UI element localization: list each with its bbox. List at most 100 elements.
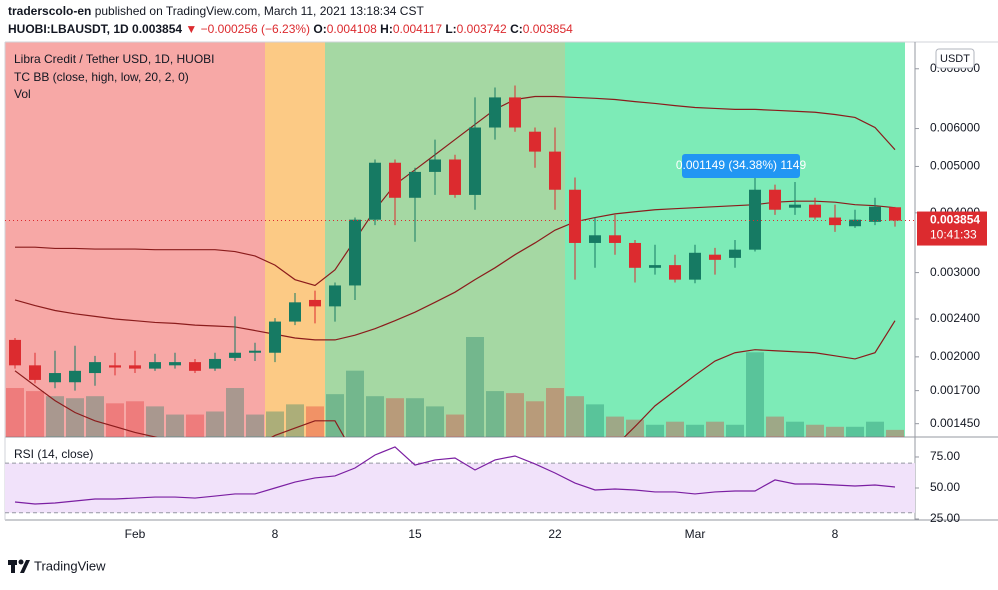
candle-body	[889, 207, 901, 221]
candle-body	[69, 370, 81, 383]
volume-bar	[426, 406, 444, 437]
volume-bar	[666, 421, 684, 437]
volume-bar	[486, 391, 504, 437]
volume-bar	[246, 414, 264, 437]
measure-box	[682, 154, 800, 178]
candle-body	[709, 254, 721, 260]
candle-body	[529, 131, 541, 152]
h-value: 0.004117	[393, 22, 442, 36]
rsi-tick-label: 75.00	[930, 449, 960, 463]
legend-rsi: RSI (14, close)	[14, 447, 93, 461]
volume-bar	[866, 421, 884, 437]
volume-bar	[786, 421, 804, 437]
l-value: 0.003742	[457, 22, 507, 36]
volume-bar	[806, 424, 824, 437]
volume-bar	[586, 404, 604, 437]
published: published on TradingView.com, March 11, …	[95, 4, 425, 18]
y-tick-label: 0.006000	[930, 121, 980, 135]
candle-body	[209, 358, 221, 369]
author: traderscolo-en	[8, 4, 91, 18]
candle-body	[569, 189, 581, 243]
volume-bar	[186, 414, 204, 437]
candle-body	[689, 252, 701, 280]
candle-body	[409, 171, 421, 198]
candle-body	[389, 162, 401, 198]
candle-body	[449, 159, 461, 195]
candle-body	[129, 365, 141, 369]
y-tick-label: 0.003000	[930, 265, 980, 279]
x-tick-label: Feb	[125, 527, 146, 541]
volume-bar	[886, 429, 904, 437]
last-price: 0.003854	[132, 22, 182, 36]
candle-body	[189, 362, 201, 371]
legend-title: Libra Credit / Tether USD, 1D, HUOBI	[14, 52, 215, 66]
y-tick-label: 0.001700	[930, 383, 980, 397]
o-value: 0.004108	[327, 22, 377, 36]
volume-bar	[226, 388, 244, 437]
zone-bearish	[5, 42, 265, 437]
volume-bar	[646, 424, 664, 437]
volume-bar	[726, 424, 744, 437]
candle-body	[629, 242, 641, 268]
candle-body	[849, 219, 861, 227]
zone-bullish	[325, 42, 565, 437]
volume-bar	[106, 403, 124, 437]
volume-bar	[166, 414, 184, 437]
volume-bar	[626, 419, 644, 437]
volume-bar	[46, 396, 64, 437]
x-tick-label: 8	[272, 527, 279, 541]
volume-bar	[826, 426, 844, 437]
candle-body	[149, 362, 161, 369]
candle-body	[469, 127, 481, 195]
symbol-line: HUOBI:LBAUSDT, 1D 0.003854 ▼ −0.000256 (…	[8, 22, 573, 36]
o-label: O:	[313, 22, 326, 36]
last-price-tag	[917, 211, 987, 246]
band-upper	[15, 95, 896, 287]
volume-bar	[686, 424, 704, 437]
candle-body	[769, 189, 781, 210]
countdown: 10:41:33	[930, 228, 977, 242]
candle-body	[609, 235, 621, 243]
y-tick-label: 0.001450	[930, 416, 980, 430]
volume-bar	[266, 411, 284, 437]
candle-body	[429, 159, 441, 172]
volume-bar	[546, 388, 564, 437]
x-tick-label: 8	[832, 527, 839, 541]
published-line: traderscolo-en published on TradingView.…	[8, 4, 424, 18]
currency-button[interactable]	[935, 48, 975, 69]
candle-body	[549, 151, 561, 190]
band-lower	[14, 320, 896, 437]
c-value: 0.003854	[523, 22, 573, 36]
axis-layer: 0.0080000.0060000.0050000.0040000.003000…	[5, 48, 987, 541]
volume-bar	[326, 394, 344, 437]
candle-body	[489, 97, 501, 128]
candle-body	[49, 373, 61, 383]
band-layer	[14, 95, 896, 437]
volume-layer	[6, 337, 904, 437]
last-price-label: 0.003854	[930, 213, 980, 227]
candle-body	[869, 206, 881, 222]
rsi-tick-label: 25.00	[930, 511, 960, 525]
candle-body	[669, 265, 681, 280]
candle-body	[809, 204, 821, 218]
volume-bar	[86, 396, 104, 437]
candle-body	[729, 249, 741, 258]
measure-label: 0.001149 (34.38%) 1149	[676, 158, 807, 172]
volume-bar	[846, 426, 864, 437]
volume-bar	[346, 370, 364, 437]
zone-strong-bullish	[565, 42, 905, 437]
y-tick-label: 0.002400	[930, 311, 980, 325]
change: ▼ −0.000256 (−6.23%)	[185, 22, 310, 36]
zone-neutral	[265, 42, 325, 437]
candle-body	[169, 362, 181, 366]
c-label: C:	[510, 22, 523, 36]
l-label: L:	[445, 22, 456, 36]
volume-bar	[66, 398, 84, 437]
candle-body	[109, 365, 121, 368]
volume-bar	[466, 337, 484, 437]
volume-bar	[766, 416, 784, 437]
candle-body	[349, 219, 361, 286]
candle-body	[649, 265, 661, 268]
volume-bar	[146, 406, 164, 437]
